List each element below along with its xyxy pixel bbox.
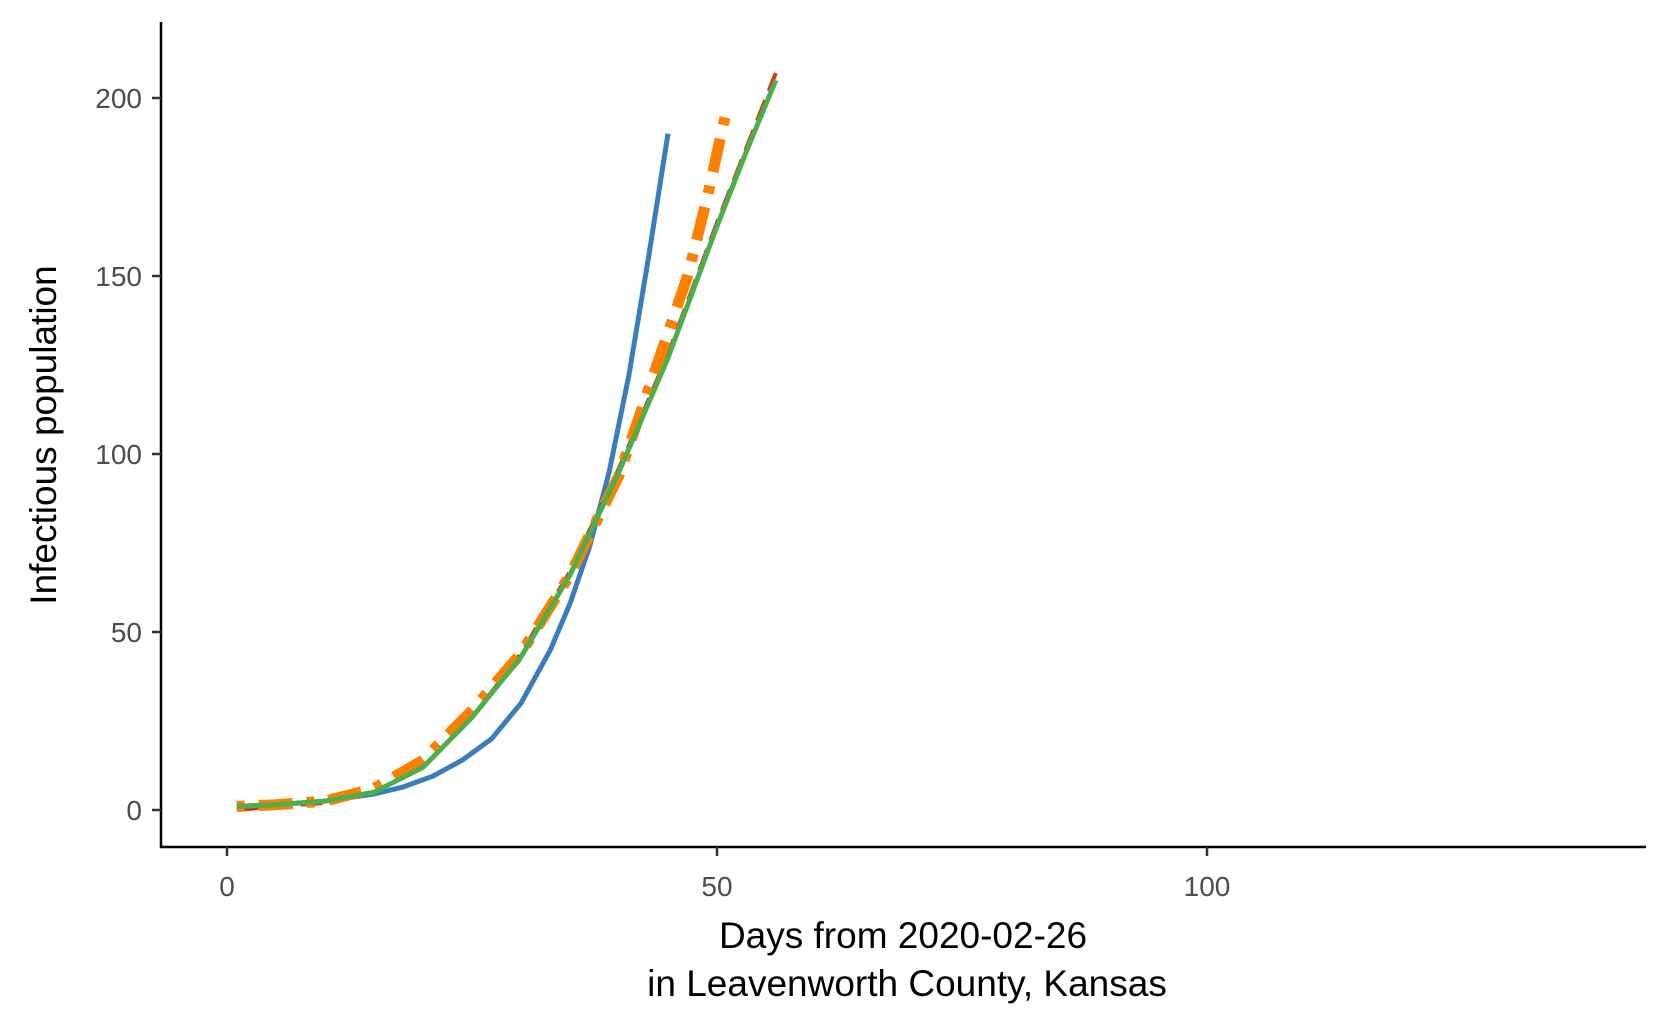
series-layer [236, 72, 779, 812]
series-green-solid [236, 79, 779, 809]
y-tick-label: 50 [111, 617, 142, 648]
x-axis-ticks: 0 50 100 [219, 847, 1230, 902]
x-axis-title: Days from 2020-02-26 [719, 915, 1087, 956]
series-blue-solid [236, 133, 671, 809]
series-orange-dotdash [236, 107, 733, 812]
y-tick-label: 200 [95, 83, 142, 114]
y-tick-label: 0 [126, 795, 142, 826]
y-tick-label: 150 [95, 261, 142, 292]
x-tick-label: 50 [701, 871, 732, 902]
y-tick-label: 100 [95, 439, 142, 470]
plot-area [236, 72, 779, 812]
series-red-dashed [236, 72, 778, 812]
x-tick-label: 0 [219, 871, 235, 902]
y-axis-ticks: 0 50 100 150 200 [95, 83, 161, 826]
y-axis-title: Infectious population [23, 265, 64, 604]
x-axis-title-line2: in Leavenworth County, Kansas [647, 963, 1167, 1004]
x-tick-label: 100 [1184, 871, 1231, 902]
